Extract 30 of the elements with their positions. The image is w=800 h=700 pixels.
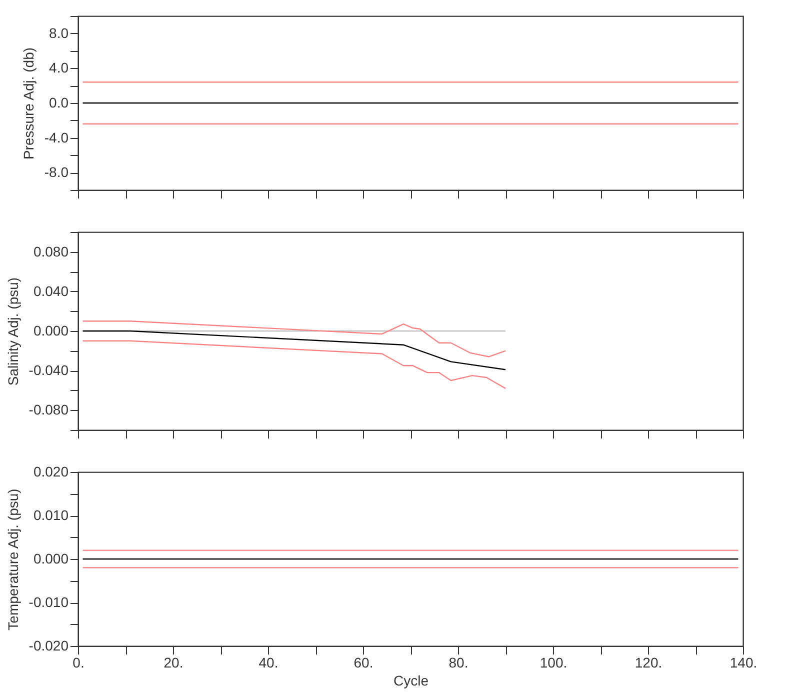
x-tick-label: 0. <box>72 654 84 670</box>
y-tick-label: -8.0 <box>44 164 69 180</box>
x-tick-label: 140. <box>730 654 758 670</box>
y-tick-label: 0.0 <box>49 94 69 110</box>
x-tick-label: 20. <box>164 654 184 670</box>
y-axis-title: Temperature Adj. (psu) <box>4 488 21 630</box>
y-tick-label: -0.020 <box>28 638 69 654</box>
y-tick-label: -0.040 <box>28 362 69 378</box>
x-tick-label: 80. <box>448 654 468 670</box>
y-tick-label: 0.080 <box>33 243 69 260</box>
x-tick-label: 120. <box>634 654 662 670</box>
y-tick-label: 4.0 <box>49 60 69 76</box>
y-tick-label: 8.0 <box>49 24 69 41</box>
y-axis-title: Salinity Adj. (psu) <box>4 277 21 386</box>
y-tick-label: 0.020 <box>33 464 69 480</box>
x-tick-label: 100. <box>540 654 568 670</box>
x-tick-label: 60. <box>354 654 374 670</box>
x-tick-label: 40. <box>258 654 278 670</box>
y-tick-label: -0.010 <box>28 594 69 610</box>
line-series <box>82 340 506 390</box>
y-tick-label: 0.000 <box>33 322 69 338</box>
y-tick-label: -4.0 <box>44 129 69 146</box>
y-tick-label: 0.010 <box>33 507 69 523</box>
y-axis-title: Pressure Adj. (db) <box>20 47 36 160</box>
x-axis-title: Cycle <box>393 672 429 688</box>
y-tick-label: -0.080 <box>28 402 69 418</box>
line-series <box>82 330 506 370</box>
y-tick-label: 0.040 <box>33 282 69 299</box>
line-series <box>82 320 506 358</box>
y-tick-label: 0.000 <box>33 550 69 566</box>
